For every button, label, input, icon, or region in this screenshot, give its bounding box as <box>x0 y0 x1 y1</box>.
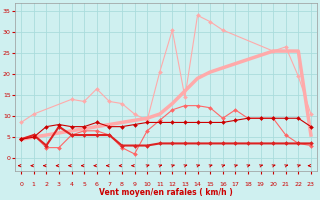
X-axis label: Vent moyen/en rafales ( km/h ): Vent moyen/en rafales ( km/h ) <box>99 188 233 197</box>
